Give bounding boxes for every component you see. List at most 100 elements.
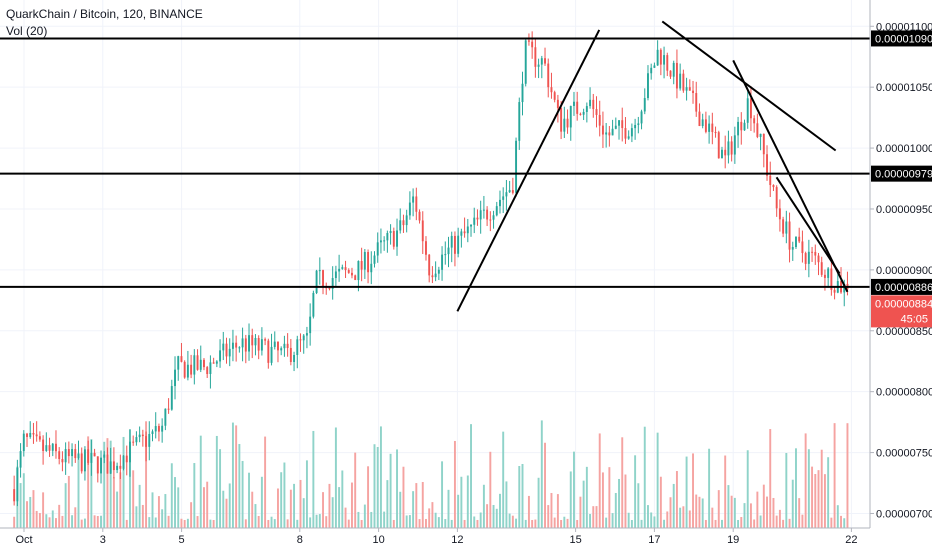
trend-lines[interactable]	[456, 20, 849, 312]
volume-bar	[647, 505, 649, 528]
volume-bar	[177, 487, 180, 528]
volume-bar	[630, 519, 633, 528]
price-tick-label: 0.00001100	[876, 21, 932, 33]
candle-body	[746, 98, 749, 123]
volume-bar	[650, 512, 653, 528]
candle-body	[460, 231, 463, 236]
candle-body	[13, 489, 16, 502]
candle-body	[482, 209, 485, 211]
price-tick-label: 0.00001000	[876, 143, 932, 155]
candle-body	[132, 441, 135, 443]
volume-bar	[408, 515, 411, 528]
candle-body	[35, 434, 38, 437]
volume-bar	[666, 511, 669, 528]
candle-body	[418, 211, 421, 221]
candle-body	[486, 209, 489, 220]
volume-bar	[363, 504, 366, 528]
volume-bar	[109, 440, 112, 528]
volume-bar	[373, 444, 376, 528]
candle-body	[695, 93, 698, 112]
candle-body	[717, 132, 720, 159]
volume-bar	[823, 474, 826, 528]
candle-body	[778, 208, 781, 220]
volume-bar	[103, 441, 106, 528]
candle-body	[721, 149, 723, 159]
volume-bar	[569, 471, 572, 528]
price-axis[interactable]: 0.00001100 0.00001050 0.00001000 0.00000950…	[869, 0, 932, 550]
candle-body	[125, 455, 128, 463]
candle-body	[473, 217, 476, 225]
volume-bar	[96, 516, 99, 528]
volume-bar	[637, 483, 640, 528]
candle-body	[807, 251, 810, 264]
candle-body	[270, 346, 273, 363]
candle-body	[206, 367, 209, 374]
volume-bar	[35, 510, 38, 528]
candle-body	[444, 254, 447, 256]
volume-bar	[618, 478, 620, 528]
candle-body	[531, 41, 534, 48]
candle-body	[785, 221, 788, 234]
trend-line[interactable]	[732, 59, 849, 293]
candle-body	[627, 136, 630, 139]
candle-body	[425, 241, 427, 255]
trend-line[interactable]	[775, 176, 841, 275]
candle-body	[589, 99, 592, 107]
price-axis-background	[870, 0, 932, 550]
time-axis[interactable]: Oct 3 5 8 10 12 15 17 19 22	[0, 527, 870, 546]
candle-body	[212, 362, 215, 364]
candle-body	[495, 206, 498, 216]
candle-body	[260, 339, 263, 351]
candle-body	[29, 432, 32, 437]
volume-bar	[682, 506, 685, 528]
volume-bar	[798, 498, 801, 528]
volume-bar	[540, 420, 543, 528]
volume-bar	[157, 496, 160, 528]
candle-body	[814, 251, 817, 256]
candle-body	[344, 267, 347, 271]
volume-bar	[544, 442, 546, 528]
horizontal-levels[interactable]	[0, 37, 870, 288]
candle-body	[138, 434, 141, 438]
trend-line[interactable]	[661, 20, 837, 152]
volume-bar	[447, 489, 450, 528]
volume-bar	[32, 490, 35, 528]
volume-bar	[756, 491, 759, 528]
candle-body	[798, 236, 801, 242]
candle-body	[476, 217, 479, 220]
candle-body	[251, 335, 254, 346]
candle-body	[196, 355, 199, 370]
candle-body	[277, 341, 279, 351]
volume-bar	[260, 476, 263, 528]
candle-body	[701, 119, 704, 127]
candle-body	[553, 92, 556, 100]
candle-body	[759, 133, 762, 137]
level-price-tag-label: 0.00000979	[875, 169, 932, 181]
candle-body	[141, 434, 144, 437]
candle-body	[26, 433, 28, 437]
volume-bar	[486, 504, 489, 528]
volume-bar	[576, 520, 579, 528]
candle-body	[408, 202, 411, 216]
candle-body	[180, 356, 183, 362]
candle-body	[357, 261, 360, 281]
volume-bar	[270, 516, 273, 528]
price-tick-label: 0.00000900	[876, 265, 932, 277]
candle-body	[164, 408, 167, 426]
volume-bar	[190, 502, 193, 528]
symbol-title: QuarkChain / Bitcoin, 120, BINANCE	[6, 7, 203, 21]
time-tick-label: 22	[845, 534, 857, 546]
trend-line[interactable]	[456, 29, 601, 312]
candle-body	[569, 105, 572, 128]
volume-bar	[296, 519, 299, 528]
volume-bar	[714, 519, 717, 528]
candle-body	[154, 426, 157, 432]
volume-bar	[277, 488, 279, 528]
candle-body	[823, 274, 826, 278]
candle-body	[347, 270, 350, 273]
candle-body	[305, 333, 308, 336]
candle-body	[618, 120, 620, 126]
candle-body	[434, 273, 437, 278]
candle-body	[782, 219, 785, 234]
